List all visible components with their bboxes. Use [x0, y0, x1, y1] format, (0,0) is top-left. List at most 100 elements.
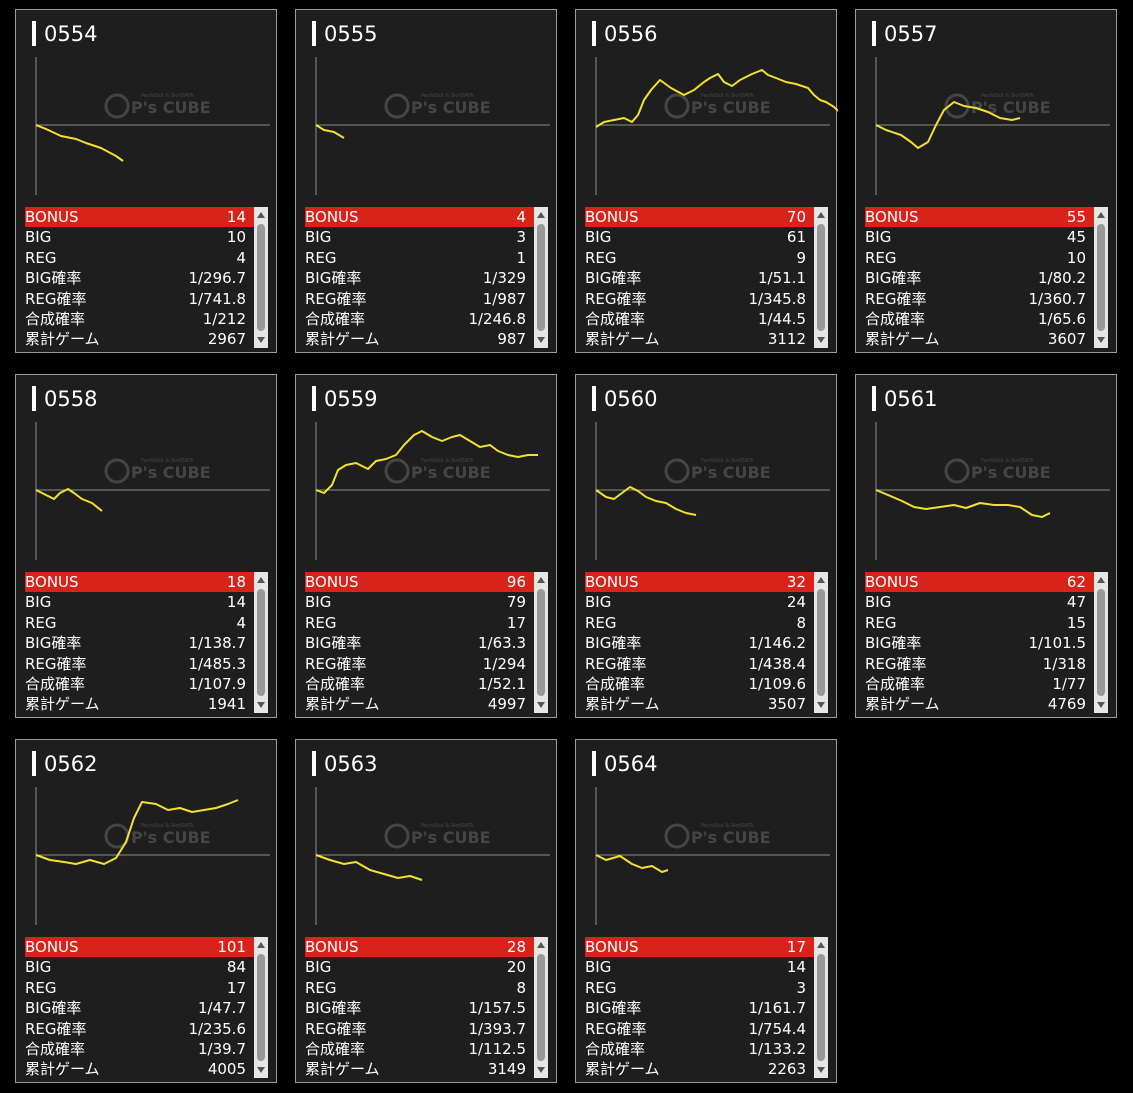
stat-label: BIG	[865, 228, 892, 247]
scroll-up-arrow-icon[interactable]	[257, 577, 265, 583]
stats-scrollbar[interactable]	[1094, 572, 1108, 713]
scroll-up-arrow-icon[interactable]	[537, 212, 545, 218]
machine-card[interactable]: 0555 P's CUBE PachiSlot & SlotDATA BONUS 4 BI…	[295, 9, 557, 353]
machine-card[interactable]: 0557 P's CUBE PachiSlot & SlotDATA BONUS 55 B…	[855, 9, 1117, 353]
stat-value: 1/754.4	[748, 1019, 806, 1038]
stat-row-bonus: BONUS 17	[585, 937, 814, 958]
stat-label: BIG	[25, 228, 52, 247]
scroll-down-arrow-icon[interactable]	[537, 337, 545, 343]
stat-label: REG確率	[305, 1019, 367, 1038]
stat-value: 1/438.4	[748, 654, 806, 673]
stat-row-bonus: BONUS 101	[25, 937, 254, 958]
machine-card[interactable]: 0559 P's CUBE PachiSlot & SlotDATA BONUS 96 B…	[295, 374, 557, 718]
svg-text:PachiSlot & SlotDATA: PachiSlot & SlotDATA	[141, 93, 194, 99]
scroll-down-arrow-icon[interactable]	[257, 702, 265, 708]
machine-card[interactable]: 0560 P's CUBE PachiSlot & SlotDATA BONUS 32 B…	[575, 374, 837, 718]
scroll-down-arrow-icon[interactable]	[1097, 337, 1105, 343]
stat-row-reg: REG 8	[305, 978, 534, 998]
scroll-up-arrow-icon[interactable]	[1097, 212, 1105, 218]
svg-text:P's CUBE: P's CUBE	[131, 463, 211, 482]
machine-card[interactable]: 0558 P's CUBE PachiSlot & SlotDATA BONUS 18 B…	[15, 374, 277, 718]
scroll-up-arrow-icon[interactable]	[257, 942, 265, 948]
stat-label: REG	[585, 978, 617, 997]
stat-label: BONUS	[25, 573, 79, 591]
stats-scrollbar[interactable]	[1094, 207, 1108, 348]
scroll-thumb[interactable]	[537, 224, 545, 331]
stat-label: 合成確率	[25, 674, 86, 693]
scroll-up-arrow-icon[interactable]	[817, 577, 825, 583]
scroll-thumb[interactable]	[537, 589, 545, 696]
machine-number: 0559	[312, 384, 377, 414]
machine-card[interactable]: 0556 P's CUBE PachiSlot & SlotDATA BONUS 70 B…	[575, 9, 838, 353]
machine-number: 0558	[32, 384, 97, 414]
scroll-up-arrow-icon[interactable]	[257, 212, 265, 218]
scroll-up-arrow-icon[interactable]	[537, 942, 545, 948]
scroll-thumb[interactable]	[1097, 589, 1105, 696]
machine-card[interactable]: 0554 P's CUBE PachiSlot & SlotDATA BONUS 14 B…	[15, 9, 277, 353]
machine-card[interactable]: 0564 P's CUBE PachiSlot & SlotDATA BONUS 17 B…	[575, 739, 837, 1083]
machine-number: 0554	[32, 19, 97, 49]
scroll-thumb[interactable]	[257, 224, 265, 331]
stat-value: 70	[786, 208, 806, 226]
stats-scrollbar[interactable]	[814, 207, 828, 348]
scroll-down-arrow-icon[interactable]	[817, 337, 825, 343]
stat-label: BIG	[305, 958, 332, 977]
slump-line	[35, 799, 239, 865]
scroll-up-arrow-icon[interactable]	[817, 212, 825, 218]
stat-value: 1/65.6	[1038, 309, 1086, 328]
scroll-up-arrow-icon[interactable]	[537, 577, 545, 583]
scroll-thumb[interactable]	[537, 954, 545, 1061]
scroll-down-arrow-icon[interactable]	[537, 1067, 545, 1073]
stat-label: REG	[25, 613, 57, 632]
stat-value: 10	[1066, 248, 1086, 267]
stat-label: BONUS	[25, 208, 79, 226]
stats-scrollbar[interactable]	[254, 207, 268, 348]
stat-label: REG確率	[25, 289, 87, 308]
stat-value: 3	[516, 228, 526, 247]
stat-value: 1/296.7	[188, 269, 246, 288]
stats-scrollbar[interactable]	[534, 572, 548, 713]
scroll-thumb[interactable]	[817, 954, 825, 1061]
stats-scrollbar[interactable]	[814, 937, 828, 1078]
scroll-thumb[interactable]	[257, 589, 265, 696]
slump-line	[595, 69, 838, 128]
scroll-thumb[interactable]	[817, 589, 825, 696]
scroll-up-arrow-icon[interactable]	[1097, 577, 1105, 583]
scroll-down-arrow-icon[interactable]	[257, 337, 265, 343]
stat-row-combined-rate: 合成確率 1/107.9	[25, 674, 254, 694]
stat-label: REG確率	[585, 1019, 647, 1038]
stat-value: 1/393.7	[468, 1019, 526, 1038]
stat-row-reg: REG 17	[305, 613, 534, 633]
slump-line	[875, 489, 1051, 518]
machine-number: 0563	[312, 749, 377, 779]
scroll-thumb[interactable]	[1097, 224, 1105, 331]
stat-label: REG確率	[25, 1019, 87, 1038]
scroll-thumb[interactable]	[817, 224, 825, 331]
scroll-down-arrow-icon[interactable]	[817, 702, 825, 708]
machine-card[interactable]: 0562 P's CUBE PachiSlot & SlotDATA BONUS 101…	[15, 739, 277, 1083]
machine-card[interactable]: 0563 P's CUBE PachiSlot & SlotDATA BONUS 28 B…	[295, 739, 557, 1083]
stats-scrollbar[interactable]	[254, 572, 268, 713]
stat-row-combined-rate: 合成確率 1/133.2	[585, 1039, 814, 1059]
stat-value: 84	[226, 958, 246, 977]
stats-scrollbar[interactable]	[534, 937, 548, 1078]
stat-value: 3507	[767, 695, 806, 714]
scroll-thumb[interactable]	[257, 954, 265, 1061]
stat-row-bonus: BONUS 14	[25, 207, 254, 228]
stats-scrollbar[interactable]	[254, 937, 268, 1078]
machine-card[interactable]: 0561 P's CUBE PachiSlot & SlotDATA BONUS 62 B…	[855, 374, 1117, 718]
scroll-down-arrow-icon[interactable]	[537, 702, 545, 708]
scroll-down-arrow-icon[interactable]	[1097, 702, 1105, 708]
scroll-up-arrow-icon[interactable]	[817, 942, 825, 948]
stat-value: 2263	[767, 1060, 806, 1079]
stats-scrollbar[interactable]	[814, 572, 828, 713]
stat-label: 合成確率	[865, 674, 926, 693]
scroll-down-arrow-icon[interactable]	[257, 1067, 265, 1073]
stats-scrollbar[interactable]	[534, 207, 548, 348]
scroll-down-arrow-icon[interactable]	[817, 1067, 825, 1073]
stat-row-reg: REG 4	[25, 613, 254, 633]
